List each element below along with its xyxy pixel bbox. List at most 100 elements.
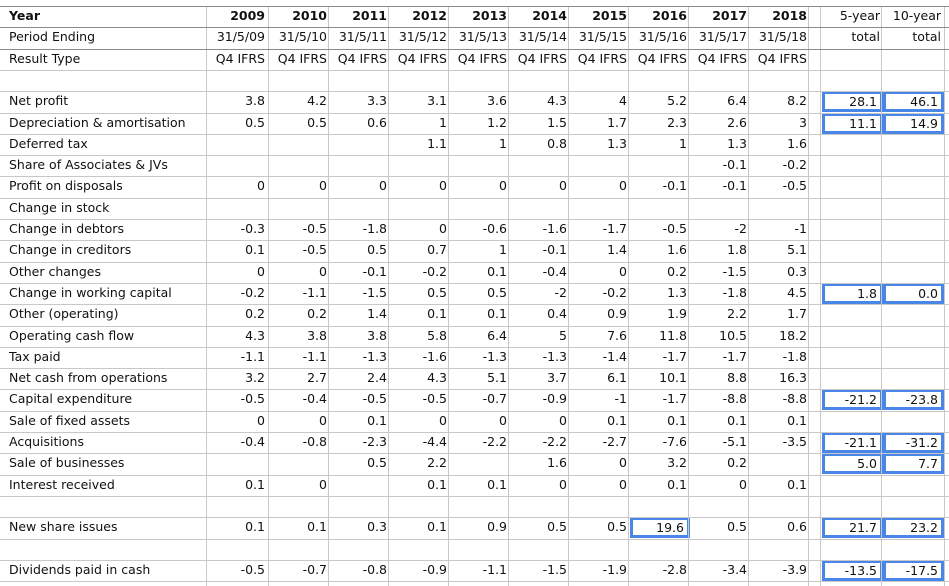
total-cell bbox=[822, 155, 883, 176]
grid-line bbox=[0, 304, 949, 306]
table-cell: 0.2 bbox=[245, 306, 265, 322]
total-cell bbox=[883, 539, 944, 560]
table-cell: -0.5 bbox=[422, 391, 447, 407]
table-cell: -0.8 bbox=[362, 561, 387, 577]
table-cell bbox=[570, 198, 630, 219]
header-result_type-cell: Q4 IFRS bbox=[637, 50, 687, 66]
total-cell: -23.8 bbox=[883, 389, 944, 411]
table-cell: 5 bbox=[559, 327, 567, 343]
table-cell: 1.4 bbox=[607, 242, 627, 258]
table-cell bbox=[330, 155, 390, 176]
table-cell: -0.2 bbox=[602, 284, 627, 300]
header-result_type-cell: Q4 IFRS bbox=[277, 50, 327, 66]
table-cell: -0.5 bbox=[302, 242, 327, 258]
table-cell: 5.1 bbox=[487, 370, 507, 386]
grid-line bbox=[0, 176, 949, 178]
header-period-cell: 31/5/14 bbox=[518, 29, 567, 45]
table-cell bbox=[330, 134, 390, 155]
row-label: Change in working capital bbox=[9, 284, 172, 300]
total-cell: 1.8 bbox=[822, 282, 883, 304]
table-cell bbox=[330, 539, 390, 560]
total-cell bbox=[883, 198, 944, 219]
header-total-cell: 10-year bbox=[892, 8, 941, 23]
total-cell bbox=[822, 411, 883, 432]
table-cell: -0.1 bbox=[662, 178, 687, 194]
table-cell: -0.8 bbox=[302, 434, 327, 449]
table-cell: 0.9 bbox=[487, 519, 507, 535]
row-label: New share issues bbox=[9, 519, 118, 535]
table-cell: -3.9 bbox=[782, 561, 807, 577]
table-cell: -0.5 bbox=[302, 221, 327, 236]
total-cell bbox=[822, 198, 883, 219]
table-cell: -1.8 bbox=[362, 221, 387, 236]
total-cell bbox=[822, 496, 883, 517]
table-cell bbox=[450, 453, 510, 474]
header-result_type-cell: Q4 IFRS bbox=[337, 50, 387, 66]
table-cell bbox=[510, 198, 570, 219]
table-cell bbox=[270, 70, 330, 91]
grid-line bbox=[881, 6, 882, 586]
table-cell: 1.7 bbox=[787, 306, 807, 322]
table-cell: 3 bbox=[799, 114, 807, 130]
grid-line bbox=[820, 6, 821, 586]
table-cell: 1.3 bbox=[607, 135, 627, 151]
table-cell: 1.1 bbox=[427, 135, 447, 151]
header-result_type-cell: Q4 IFRS bbox=[397, 50, 447, 66]
table-cell: 0 bbox=[619, 476, 627, 492]
table-cell: 0.1 bbox=[607, 412, 627, 428]
table-cell: 4.5 bbox=[787, 284, 807, 300]
table-cell bbox=[390, 496, 450, 517]
grid-line bbox=[0, 219, 949, 220]
header-year-cell: 2010 bbox=[292, 8, 327, 23]
header-total-cell: 5-year bbox=[839, 8, 880, 23]
table-cell: 0.1 bbox=[787, 412, 807, 428]
table-cell: 10.5 bbox=[719, 327, 747, 343]
table-cell: -2.2 bbox=[542, 434, 567, 449]
table-cell bbox=[450, 70, 510, 91]
grid-line bbox=[268, 6, 269, 586]
table-cell: 0 bbox=[439, 178, 447, 194]
row-label: Depreciation & amortisation bbox=[9, 114, 186, 130]
row-label: Share of Associates & JVs bbox=[9, 157, 168, 173]
table-cell: 0.6 bbox=[787, 519, 807, 535]
table-cell bbox=[690, 539, 750, 560]
table-cell: 0.1 bbox=[667, 412, 687, 428]
table-cell bbox=[208, 496, 268, 517]
table-cell bbox=[570, 539, 630, 560]
table-cell bbox=[450, 496, 510, 517]
total-cell: 11.1 bbox=[822, 112, 883, 134]
table-cell: 3.3 bbox=[367, 93, 387, 109]
table-cell: 0.3 bbox=[367, 519, 387, 535]
row-label: Capital expenditure bbox=[9, 391, 133, 407]
total-cell bbox=[883, 411, 944, 432]
table-cell bbox=[630, 198, 690, 219]
grid-line bbox=[0, 282, 949, 284]
table-cell: -1 bbox=[794, 221, 807, 236]
table-cell: 0.5 bbox=[607, 519, 627, 535]
table-cell: 1 bbox=[499, 135, 507, 151]
table-cell: -0.4 bbox=[542, 263, 567, 279]
table-cell: 19.6 bbox=[630, 517, 690, 539]
table-cell: -0.5 bbox=[240, 561, 265, 577]
table-cell: 0.1 bbox=[245, 242, 265, 258]
total-cell bbox=[883, 134, 944, 155]
table-cell: 0.2 bbox=[727, 455, 747, 471]
table-cell: -1.3 bbox=[362, 348, 387, 364]
table-cell: 0 bbox=[319, 476, 327, 492]
table-cell: 4.3 bbox=[427, 370, 447, 386]
table-cell: -0.5 bbox=[662, 221, 687, 236]
table-cell: -1.5 bbox=[542, 561, 567, 577]
table-cell bbox=[208, 453, 268, 474]
table-cell: 0.1 bbox=[367, 412, 387, 428]
header-year-cell: 2014 bbox=[532, 8, 567, 23]
table-cell: -8.8 bbox=[722, 391, 747, 407]
table-cell: 0.1 bbox=[487, 476, 507, 492]
total-cell bbox=[883, 326, 944, 347]
total-cell: 28.1 bbox=[822, 91, 883, 113]
table-cell: -0.5 bbox=[782, 178, 807, 194]
grid-line bbox=[0, 69, 949, 71]
table-cell: 3.7 bbox=[547, 370, 567, 386]
table-cell: 2.2 bbox=[427, 455, 447, 471]
table-cell: 2.4 bbox=[367, 370, 387, 386]
total-cell bbox=[822, 240, 883, 261]
